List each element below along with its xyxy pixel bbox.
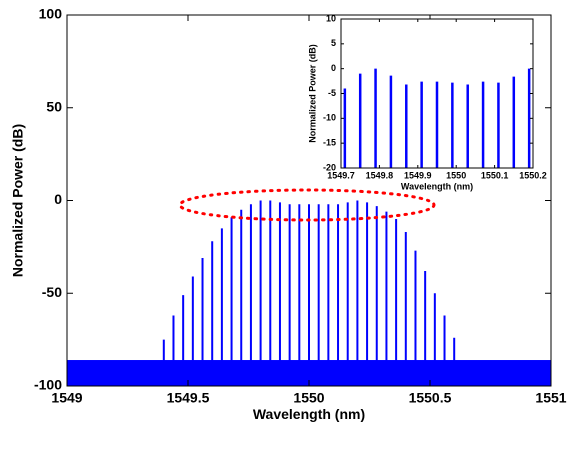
y-tick-label: -5 (328, 88, 336, 98)
y-tick-label: 50 (46, 98, 62, 114)
y-tick-label: -15 (323, 138, 336, 148)
y-tick-label: 0 (331, 63, 336, 73)
x-tick-label: 1550 (446, 170, 466, 180)
y-tick-label: -100 (34, 377, 62, 393)
x-axis-label: Wavelength (nm) (401, 181, 473, 191)
x-tick-label: 1550 (293, 389, 324, 405)
y-tick-label: 10 (326, 13, 336, 23)
y-tick-label: -50 (42, 284, 62, 300)
y-tick-label: 0 (54, 191, 62, 207)
y-tick-label: -10 (323, 113, 336, 123)
x-tick-label: 1549.9 (404, 170, 432, 180)
x-tick-label: 1549.7 (327, 170, 355, 180)
x-tick-label: 1549 (51, 389, 82, 405)
highlight-ellipse (178, 188, 436, 222)
main-chart: 1549 1549.5 1550 1550.5 1551-100-50050100Wav… (10, 6, 567, 422)
x-tick-label: 1551 (535, 389, 566, 405)
x-tick-label: 1549.5 (167, 389, 210, 405)
inset-chart: 1549.7 1549.8 1549.9 1550 1550.1 1550.2 -20 -15… (307, 13, 546, 191)
y-tick-label: -20 (323, 162, 336, 172)
x-tick-label: 1550.5 (409, 389, 452, 405)
x-tick-label: 1550.1 (481, 170, 509, 180)
x-axis-label: Wavelength (nm) (253, 406, 365, 422)
y-tick-label: 5 (331, 38, 336, 48)
y-tick-label: 100 (39, 6, 63, 22)
y-axis-label: Normalized Power (dB) (307, 44, 317, 143)
y-axis-label: Normalized Power (dB) (10, 124, 26, 277)
x-tick-label: 1549.8 (366, 170, 394, 180)
x-tick-label: 1550.2 (519, 170, 547, 180)
